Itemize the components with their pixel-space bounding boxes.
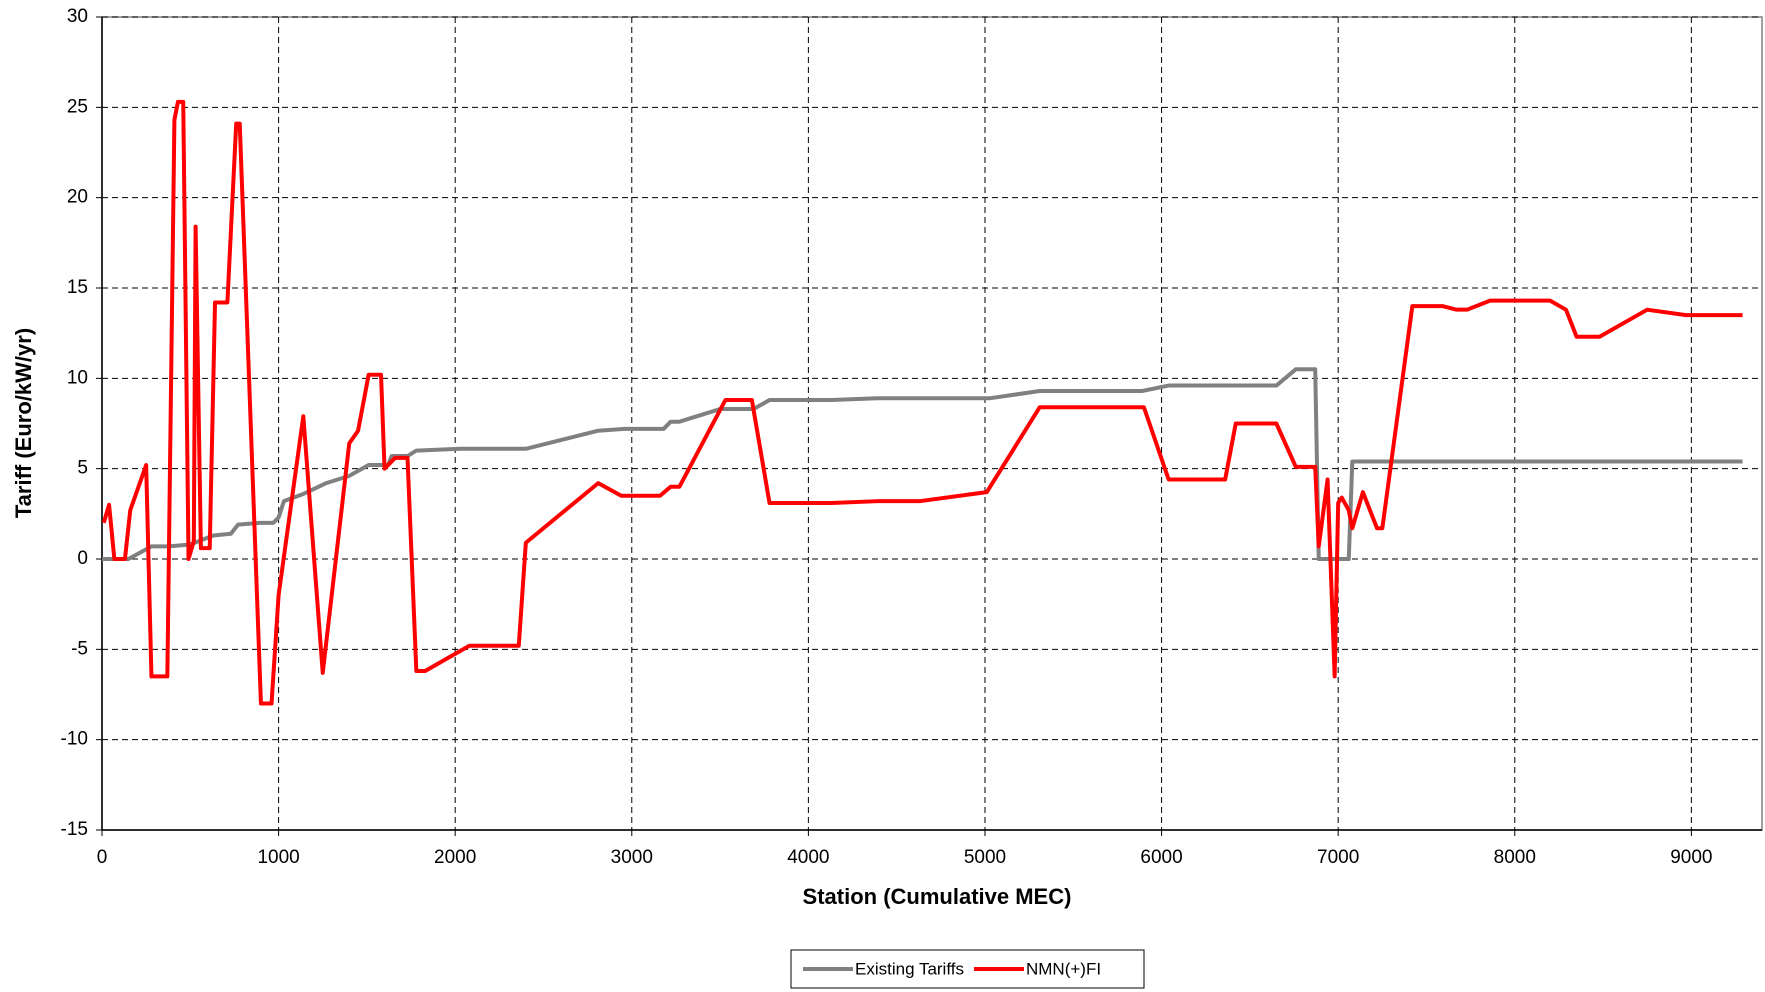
y-tick-label: -15: [61, 819, 88, 840]
y-tick-label: 15: [67, 277, 88, 298]
y-tick-label: 25: [67, 96, 88, 117]
y-tick-label: 10: [67, 367, 88, 388]
y-tick-label: 0: [77, 548, 88, 569]
legend-label: Existing Tariffs: [855, 959, 964, 978]
x-tick-label: 5000: [964, 847, 1006, 868]
y-axis-title: Tariff (Euro/kW/yr): [11, 328, 36, 518]
series-line: [102, 367, 1743, 561]
x-tick-label: 0: [97, 847, 108, 868]
y-tick-label: -10: [61, 729, 88, 750]
x-tick-label: 3000: [611, 847, 653, 868]
x-tick-label: 4000: [787, 847, 829, 868]
y-tick-label: 5: [77, 458, 88, 479]
x-tick-label: 8000: [1494, 847, 1536, 868]
x-tick-label: 6000: [1140, 847, 1182, 868]
y-tick-label: -5: [71, 638, 88, 659]
series-line: [101, 99, 1743, 706]
x-tick-label: 9000: [1670, 847, 1712, 868]
x-tick-label: 7000: [1317, 847, 1359, 868]
x-tick-label: 2000: [434, 847, 476, 868]
y-tick-label: 20: [67, 187, 88, 208]
x-tick-label: 1000: [257, 847, 299, 868]
legend-label: NMN(+)FI: [1026, 959, 1101, 978]
y-tick-label: 30: [67, 6, 88, 27]
x-axis-title: Station (Cumulative MEC): [803, 884, 1072, 909]
plot-area: [101, 16, 1763, 831]
